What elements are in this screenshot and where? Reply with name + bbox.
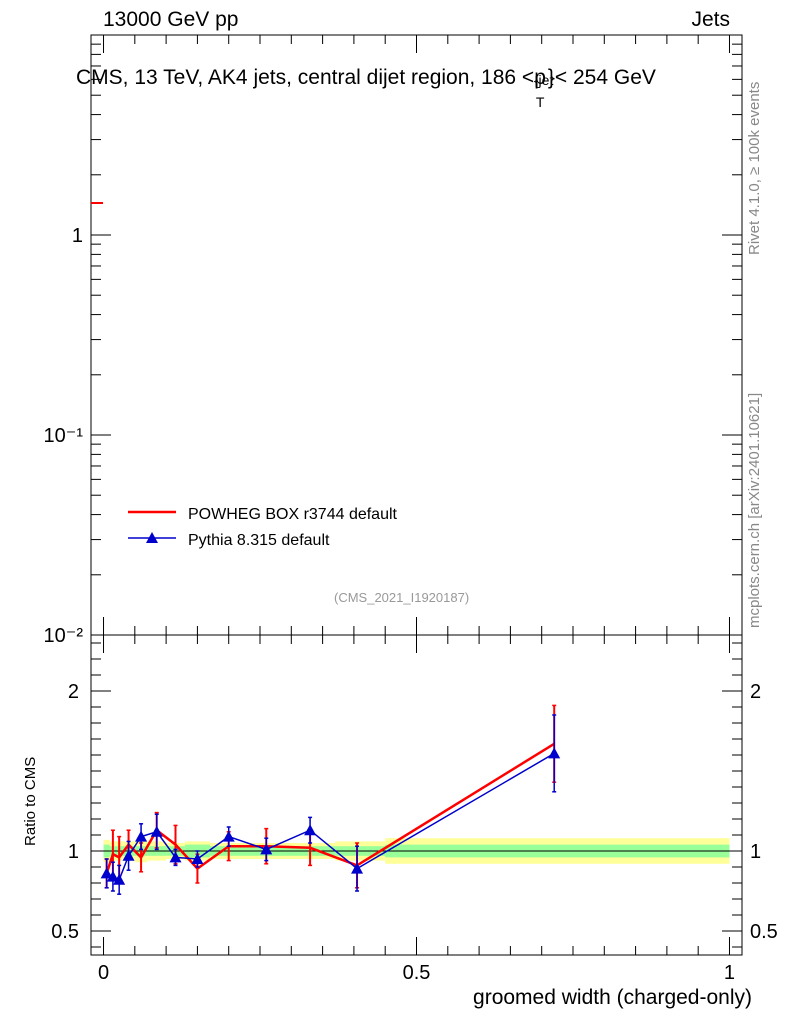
plot-title-main: CMS, 13 TeV, AK4 jets, central dijet reg…: [76, 66, 546, 89]
ratio-xtick-label: 1: [724, 962, 735, 984]
pythia-data-point: [548, 747, 561, 759]
legend-pythia-marker: [146, 532, 158, 543]
plot-title: CMS, 13 TeV, AK4 jets, central dijet reg…: [76, 66, 656, 110]
legend-powheg-label: POWHEG BOX r3744 default: [188, 506, 398, 523]
x-axis-label: groomed width (charged-only): [473, 986, 752, 1009]
pythia-data-point: [150, 825, 163, 837]
ratio-ytick-label-right: 2: [750, 681, 761, 703]
pythia-data-point: [122, 849, 135, 861]
main-ytick-label: 10⁻²: [44, 625, 84, 647]
ratio-xtick-label: 0: [98, 962, 109, 984]
main-ytick-label: 10⁻¹: [44, 425, 84, 447]
main-ytick-label: 1: [72, 225, 83, 247]
pythia-data-point: [169, 851, 182, 863]
pythia-data-point: [222, 830, 235, 842]
header-energy-label: 13000 GeV pp: [103, 8, 239, 31]
plot-title-tail: }< 254 GeV: [547, 66, 656, 89]
ratio-frame: [90, 634, 743, 956]
pythia-data-point: [113, 873, 126, 885]
ratio-ytick-label-right: 0.5: [750, 921, 778, 943]
pythia-data-point: [304, 824, 317, 836]
plot-title-sub: T: [535, 94, 545, 110]
pythia-data-point: [260, 843, 273, 855]
ratio-ytick-label: 2: [68, 681, 79, 703]
pythia-data-point: [106, 870, 119, 882]
plot-title-sup: {jet: [533, 72, 554, 88]
ratio-panel: 0.5 0.5 1 1 2 2 0 0.5 1: [51, 634, 778, 984]
pythia-data-point: [100, 867, 113, 879]
pythia-data-point: [351, 862, 364, 874]
ratio-xtick-label: 0.5: [403, 962, 431, 984]
pythia-data-point: [135, 830, 148, 842]
legend: POWHEG BOX r3744 default Pythia 8.315 de…: [128, 506, 398, 549]
ratio-ytick-label-right: 1: [750, 841, 761, 863]
legend-pythia-label: Pythia 8.315 default: [188, 532, 330, 549]
analysis-id-watermark: (CMS_2021_I1920187): [334, 590, 470, 605]
header-category-label: Jets: [691, 8, 730, 31]
main-panel: 10⁻² 10⁻¹ 1: [44, 34, 743, 647]
ratio-ytick-label: 1: [68, 841, 79, 863]
pythia-data-point: [191, 853, 204, 864]
ratio-ytick-label: 0.5: [51, 921, 79, 943]
